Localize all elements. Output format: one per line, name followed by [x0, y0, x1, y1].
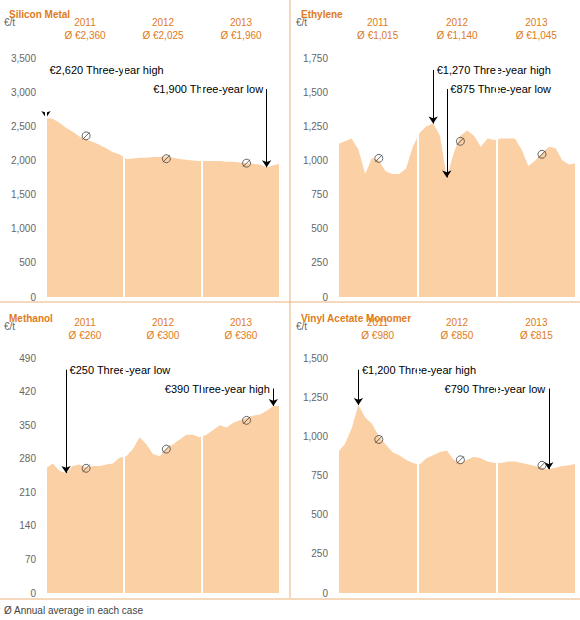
svg-text:Ø Annual average in each case: Ø Annual average in each case [4, 605, 143, 616]
svg-text:Ø €1,045: Ø €1,045 [516, 30, 558, 41]
svg-text:1,500: 1,500 [11, 189, 36, 200]
svg-text:2011: 2011 [74, 317, 96, 328]
svg-text:250: 250 [311, 548, 328, 559]
svg-text:€1,200 Three-year high: €1,200 Three-year high [361, 363, 477, 376]
svg-text:2012: 2012 [446, 17, 469, 28]
svg-text:€1,270 Three-year high: €1,270 Three-year high [437, 64, 551, 76]
svg-text:Ø €980: Ø €980 [361, 330, 394, 341]
svg-text:Methanol: Methanol [9, 313, 53, 324]
svg-text:70: 70 [25, 554, 37, 565]
svg-text:500: 500 [311, 509, 328, 520]
svg-text:Ethylene: Ethylene [301, 9, 343, 20]
svg-text:2011: 2011 [367, 317, 389, 328]
svg-text:0: 0 [322, 292, 328, 303]
svg-text:1,500: 1,500 [303, 353, 328, 364]
svg-text:2013: 2013 [525, 317, 548, 328]
svg-text:750: 750 [311, 189, 328, 200]
svg-text:0: 0 [30, 292, 36, 303]
svg-text:Silicon Metal: Silicon Metal [9, 9, 70, 20]
svg-text:750: 750 [311, 470, 328, 481]
svg-text:1,750: 1,750 [303, 53, 328, 64]
svg-text:350: 350 [19, 420, 36, 431]
svg-text:420: 420 [19, 386, 36, 397]
svg-text:Ø €1,015: Ø €1,015 [357, 30, 399, 41]
svg-text:3,000: 3,000 [11, 87, 36, 98]
svg-text:490: 490 [19, 353, 36, 364]
svg-text:€/t: €/t [4, 16, 16, 28]
svg-text:Ø €260: Ø €260 [69, 330, 102, 341]
svg-text:500: 500 [19, 257, 36, 268]
svg-text:2011: 2011 [367, 17, 389, 28]
svg-text:€390 Three-year high: €390 Three-year high [165, 383, 270, 395]
svg-text:Ø €1,960: Ø €1,960 [220, 30, 262, 41]
svg-text:Ø €300: Ø €300 [147, 330, 180, 341]
svg-text:1,500: 1,500 [303, 87, 328, 98]
svg-text:280: 280 [19, 453, 36, 464]
svg-text:140: 140 [19, 520, 36, 531]
svg-text:2012: 2012 [152, 17, 175, 28]
svg-text:2,000: 2,000 [11, 155, 36, 166]
svg-text:0: 0 [322, 588, 328, 599]
svg-text:€/t: €/t [296, 16, 308, 28]
svg-text:1,000: 1,000 [303, 431, 328, 442]
svg-text:1,000: 1,000 [11, 223, 36, 234]
svg-text:Ø €360: Ø €360 [225, 330, 258, 341]
svg-text:2,500: 2,500 [11, 121, 36, 132]
svg-text:2013: 2013 [230, 17, 253, 28]
svg-text:2013: 2013 [525, 17, 548, 28]
svg-text:2012: 2012 [446, 317, 469, 328]
svg-text:Ø €1,140: Ø €1,140 [436, 30, 478, 41]
svg-text:Ø €850: Ø €850 [441, 330, 474, 341]
svg-text:€875 Three-year low: €875 Three-year low [450, 83, 551, 95]
svg-text:Ø €2,360: Ø €2,360 [64, 30, 106, 41]
svg-text:Vinyl Acetate Monomer: Vinyl Acetate Monomer [301, 313, 411, 324]
svg-text:2012: 2012 [152, 317, 175, 328]
svg-text:€790 Three-year low: €790 Three-year low [445, 383, 546, 395]
svg-text:210: 210 [19, 487, 36, 498]
svg-text:€/t: €/t [296, 320, 308, 332]
svg-text:2013: 2013 [230, 317, 253, 328]
svg-text:€2,620 Three-year high: €2,620 Three-year high [50, 64, 164, 76]
svg-text:Ø €815: Ø €815 [520, 330, 553, 341]
svg-text:3,500: 3,500 [11, 53, 36, 64]
svg-text:1,000: 1,000 [303, 155, 328, 166]
svg-text:€250 Three-year low: €250 Three-year low [70, 364, 171, 376]
svg-text:1,250: 1,250 [303, 392, 328, 403]
svg-text:0: 0 [30, 588, 36, 599]
svg-text:€1,900 Three-year low: €1,900 Three-year low [153, 83, 263, 95]
svg-text:500: 500 [311, 223, 328, 234]
svg-text:Ø €2,025: Ø €2,025 [142, 30, 184, 41]
svg-text:250: 250 [311, 257, 328, 268]
svg-text:€/t: €/t [4, 320, 16, 332]
svg-text:2011: 2011 [74, 17, 96, 28]
svg-text:1,250: 1,250 [303, 121, 328, 132]
